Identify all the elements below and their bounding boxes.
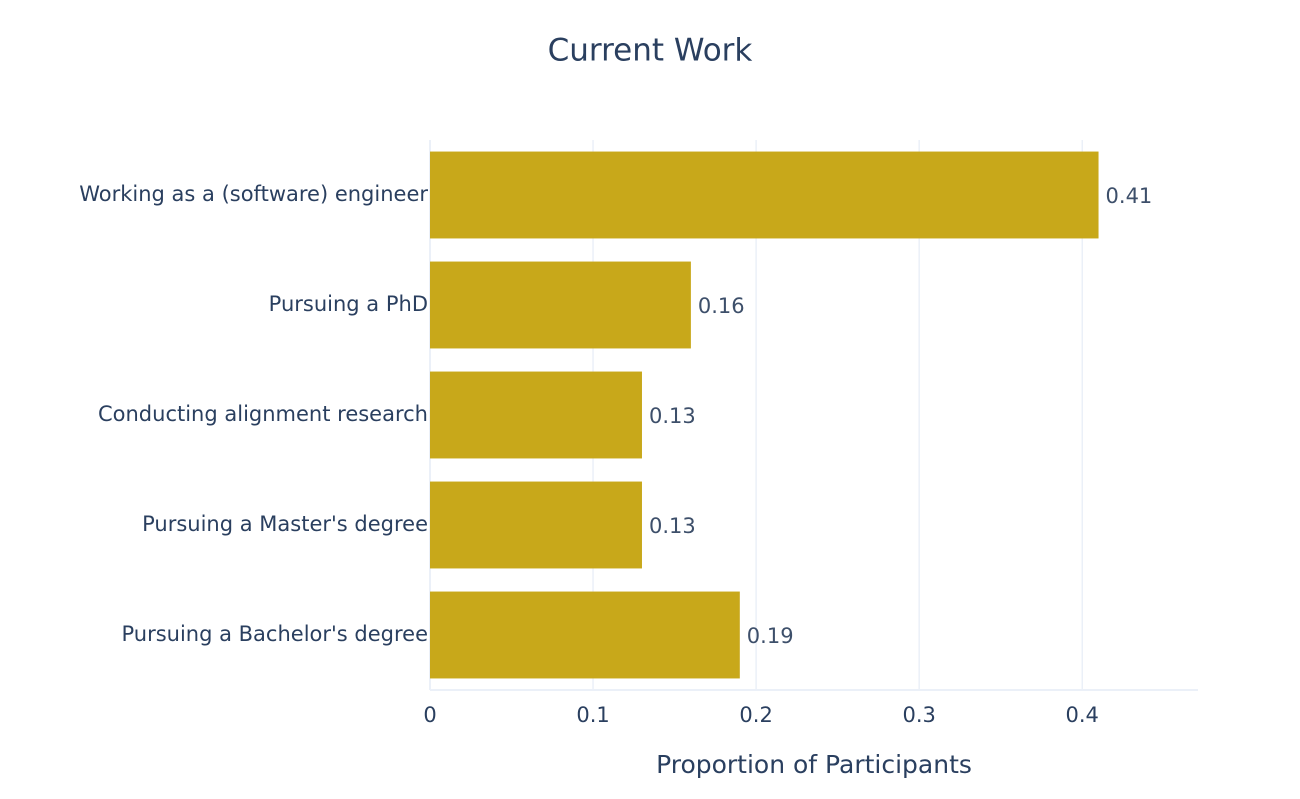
- x-tick-label: 0.3: [902, 703, 935, 727]
- value-label: 0.13: [649, 514, 696, 538]
- bar: [430, 481, 642, 569]
- y-tick-label: Working as a (software) engineer: [79, 182, 428, 206]
- bar: [430, 371, 642, 459]
- value-label: 0.13: [649, 404, 696, 428]
- x-axis-title: Proportion of Participants: [656, 750, 972, 779]
- value-label: 0.19: [747, 624, 794, 648]
- bar: [430, 591, 740, 679]
- x-tick-label: 0: [423, 703, 436, 727]
- x-tick-label: 0.1: [576, 703, 609, 727]
- value-label: 0.16: [698, 294, 745, 318]
- bar: [430, 151, 1099, 239]
- y-tick-label: Pursuing a Bachelor's degree: [121, 622, 428, 646]
- bar: [430, 261, 691, 349]
- y-tick-label: Conducting alignment research: [98, 402, 428, 426]
- y-tick-label: Pursuing a PhD: [269, 292, 428, 316]
- chart-title: Current Work: [548, 33, 753, 69]
- x-tick-label: 0.2: [739, 703, 772, 727]
- x-tick-label: 0.4: [1066, 703, 1099, 727]
- value-label: 0.41: [1106, 184, 1153, 208]
- y-tick-label: Pursuing a Master's degree: [142, 512, 428, 536]
